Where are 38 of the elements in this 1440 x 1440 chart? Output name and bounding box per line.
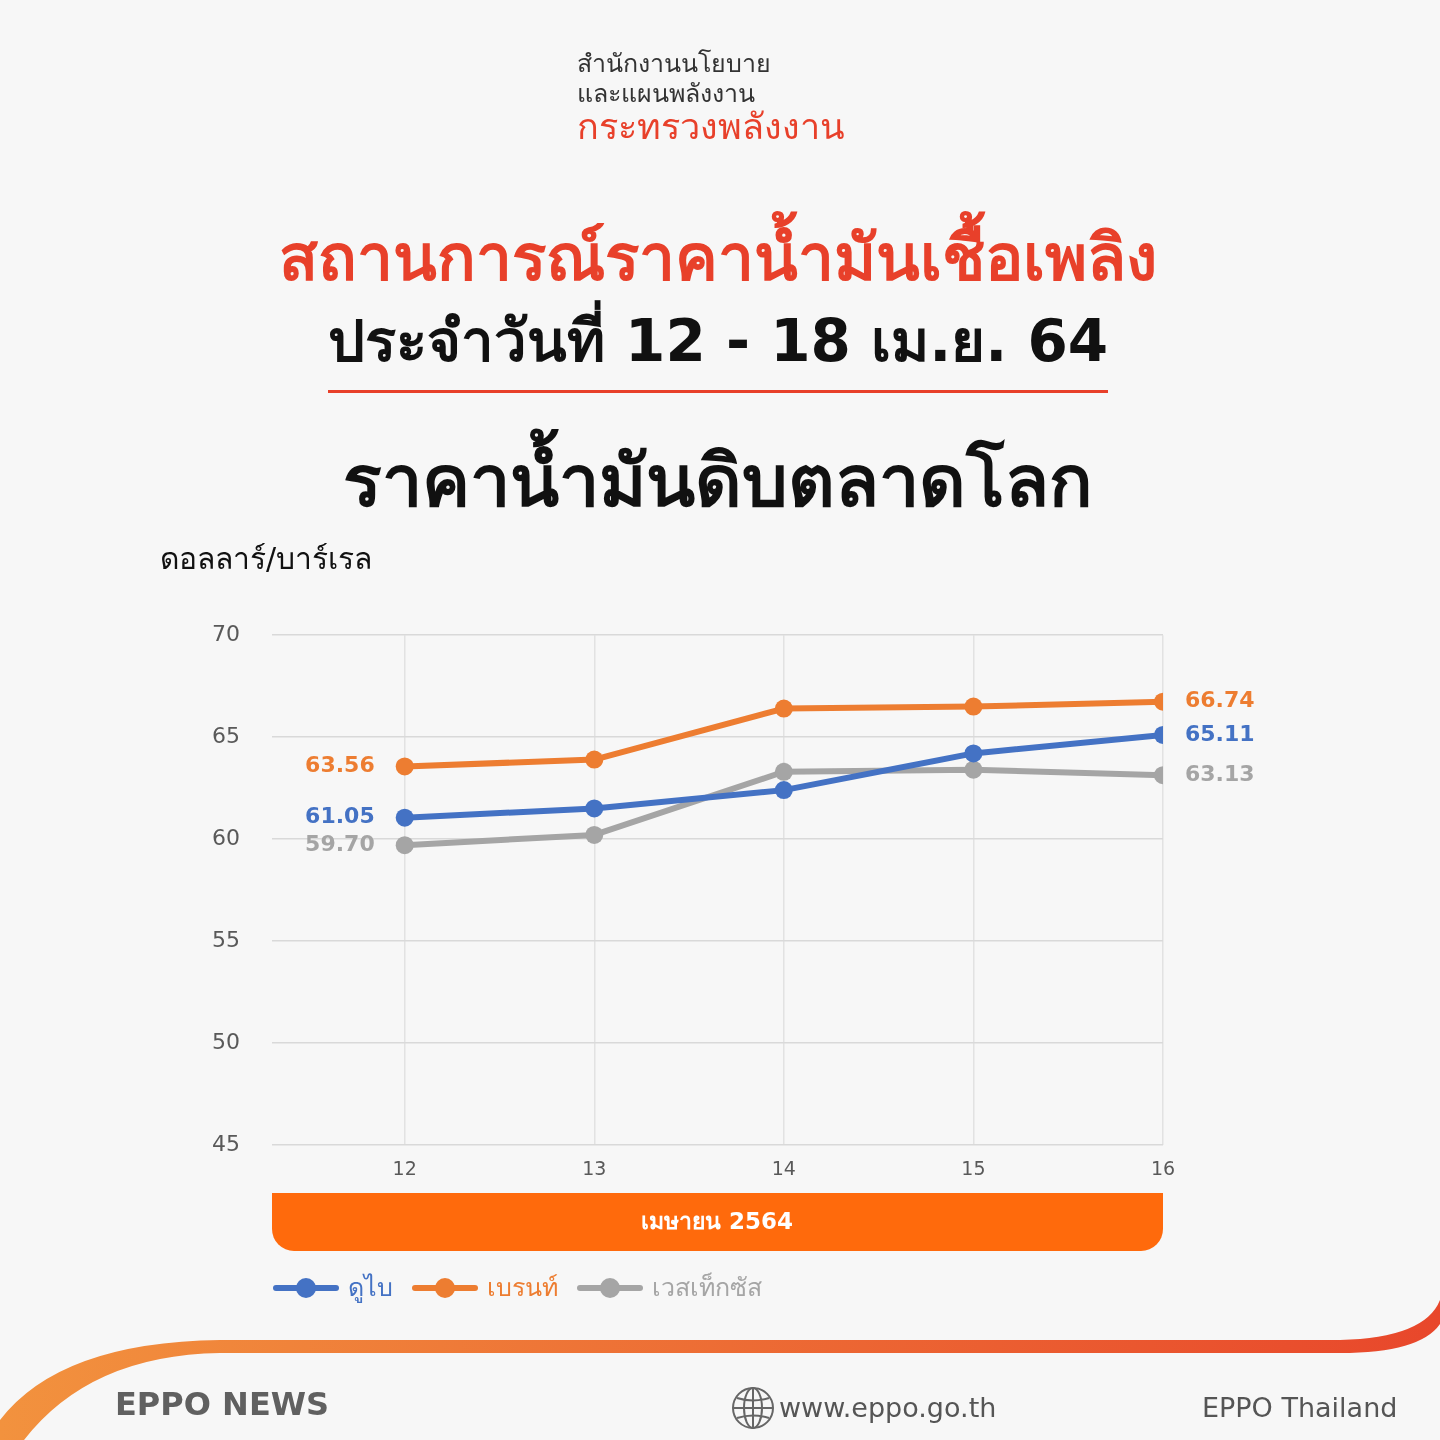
point [585, 799, 604, 818]
data-label: 63.13 [1185, 760, 1255, 786]
point [964, 697, 983, 716]
point [585, 750, 604, 769]
x-tick-label: 12 [392, 1157, 417, 1180]
point [395, 836, 414, 855]
point [585, 825, 604, 844]
x-axis-title: เมษายน 2564 [640, 1207, 794, 1236]
data-label: 61.05 [305, 803, 375, 829]
point [774, 699, 793, 718]
x-tick-label: 14 [771, 1157, 796, 1180]
data-label: 65.11 [1185, 720, 1255, 746]
legend-label: ดูไบ [348, 1272, 393, 1304]
y-axis-title: ดอลลาร์/บาร์เรล [160, 540, 373, 578]
y-tick-label: 60 [212, 824, 240, 850]
y-tick-label: 65 [212, 722, 240, 748]
text: สำนักงานนโยบาย [577, 48, 771, 80]
y-tick-label: 55 [212, 926, 240, 952]
text: EPPO NEWS [115, 1384, 330, 1424]
point [774, 781, 793, 800]
y-tick-label: 70 [212, 620, 240, 646]
y-tick-label: 45 [212, 1130, 240, 1156]
data-label: 66.74 [1185, 687, 1255, 713]
data-label: 59.70 [305, 830, 375, 856]
point [774, 762, 793, 781]
data-label: 63.56 [305, 752, 375, 778]
text: www.eppo.go.th [779, 1391, 997, 1425]
point [395, 757, 414, 776]
point [964, 760, 983, 779]
legend-label: เวสเท็กซัส [652, 1272, 762, 1304]
text: EPPO Thailand [1202, 1391, 1398, 1425]
point [395, 808, 414, 827]
legend-label: เบรนท์ [487, 1272, 558, 1304]
x-tick-label: 15 [961, 1157, 986, 1180]
x-tick-label: 16 [1150, 1157, 1176, 1180]
point [964, 744, 983, 763]
x-tick-label: 13 [582, 1157, 607, 1180]
y-tick-label: 50 [212, 1028, 240, 1054]
